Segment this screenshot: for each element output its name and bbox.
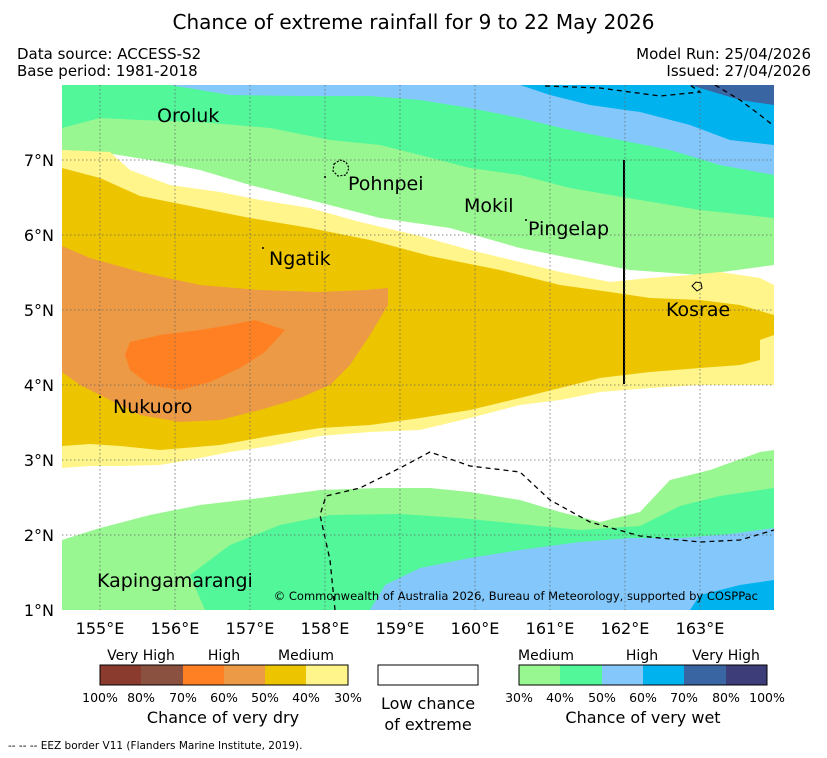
pohnpei-islet [324,176,326,178]
wet-swatch-1 [519,665,560,685]
dry-swatch-3 [183,665,224,685]
wet-swatch-5 [684,665,726,685]
dry-swatch-1 [100,665,141,685]
dry-tick: 60% [210,690,238,705]
low-chance-line1: Low chance [381,694,475,713]
x-tick: 160°E [451,619,500,638]
meta-right: Model Run: 25/04/2026 Issued: 27/04/2026 [636,46,811,80]
y-tick: 1°N [24,601,54,620]
map-plot-area [62,85,774,610]
x-tick: 158°E [301,619,350,638]
dry-swatch-5 [265,665,306,685]
wet-swatch-2 [560,665,602,685]
dry-tick: 70% [169,690,197,705]
x-tick: 157°E [226,619,275,638]
dry-cat-medium: Medium [278,648,334,664]
wet-cat-high: High [626,648,658,664]
label-ngatik: Ngatik [269,248,331,270]
label-mokil: Mokil [464,195,514,217]
label-pohnpei: Pohnpei [348,173,424,195]
pohnpei-island [332,159,350,177]
wet-vhigh-band-south [690,580,774,610]
label-nukuoro: Nukuoro [113,396,192,418]
map-title: Chance of extreme rainfall for 9 to 22 M… [172,10,655,34]
wet-vhigh-band-north [520,85,774,145]
y-tick: 5°N [24,301,54,320]
wet-swatch-4 [643,665,684,685]
x-tick: 162°E [601,619,650,638]
eez-border-north [544,85,774,127]
meta-left: Data source: ACCESS-S2 Base period: 1981… [17,46,201,80]
dry-tick: 80% [127,690,155,705]
wet-tick: 70% [670,690,698,705]
x-tick: 163°E [676,619,725,638]
data-source: Data source: ACCESS-S2 [17,45,202,63]
wet-tick: 100% [749,690,785,705]
dry-swatch-6 [306,665,348,685]
dry-swatch-4 [224,665,265,685]
y-tick: 2°N [24,526,54,545]
dry-tick: 50% [251,690,279,705]
legend-low-chance: Low chance of extreme [377,664,479,734]
x-axis-ticks: 155°E 156°E 157°E 158°E 159°E 160°E 161°… [76,619,725,638]
mokil-atoll [525,219,527,221]
wet-tick: 80% [712,690,740,705]
dry-tick: 40% [292,690,320,705]
wet-high-band-south-lightblue [370,528,774,610]
nukuoro-atoll [99,396,101,398]
dry-high-band [125,320,285,390]
label-kapingamarangi: Kapingamarangi [97,570,253,592]
wet-tick: 40% [546,690,574,705]
label-pingelap: Pingelap [528,218,609,240]
wet-caption: Chance of very wet [565,708,720,727]
copyright-notice: © Commonwealth of Australia 2026, Bureau… [274,589,758,603]
x-tick: 159°E [376,619,425,638]
dry-tick: 30% [334,690,362,705]
wet-tick: 60% [629,690,657,705]
base-period: Base period: 1981-2018 [17,62,198,80]
dry-swatch-2 [141,665,183,685]
dry-caption: Chance of very dry [147,708,299,727]
wet-swatch-3 [602,665,643,685]
eez-border-south [319,451,774,610]
label-oroluk: Oroluk [157,105,219,127]
issued-date: Issued: 27/04/2026 [666,62,811,80]
wet-tick: 30% [505,690,533,705]
y-tick: 4°N [24,376,54,395]
kosrae-island [691,281,703,292]
dry-cat-very-high: Very High [107,648,175,664]
y-tick: 7°N [24,151,54,170]
y-axis-ticks: 7°N 6°N 5°N 4°N 3°N 2°N 1°N [24,151,54,620]
wet-cat-medium: Medium [518,648,574,664]
gridlines [62,85,774,610]
legend-dry: Very High High Medium 100% 80% 70% 60% 5… [82,648,362,727]
x-tick: 155°E [76,619,125,638]
low-chance-line2: of extreme [384,715,471,734]
model-run: Model Run: 25/04/2026 [636,45,811,63]
wet-cat-very-high: Very High [692,648,760,664]
y-tick: 3°N [24,451,54,470]
x-tick: 156°E [151,619,200,638]
dry-tick: 100% [82,690,118,705]
ngatik-atoll [262,247,264,249]
dry-cat-high: High [208,648,240,664]
x-tick: 161°E [526,619,575,638]
y-tick: 6°N [24,226,54,245]
wet-tick: 50% [588,690,616,705]
label-kosrae: Kosrae [666,299,730,321]
low-chance-swatch [377,664,479,686]
wet-swatch-6 [726,665,767,685]
eez-footnote: -- -- -- EEZ border V11 (Flanders Marine… [8,740,303,752]
legend-wet: Medium High Very High 30% 40% 50% 60% 70… [505,648,785,727]
